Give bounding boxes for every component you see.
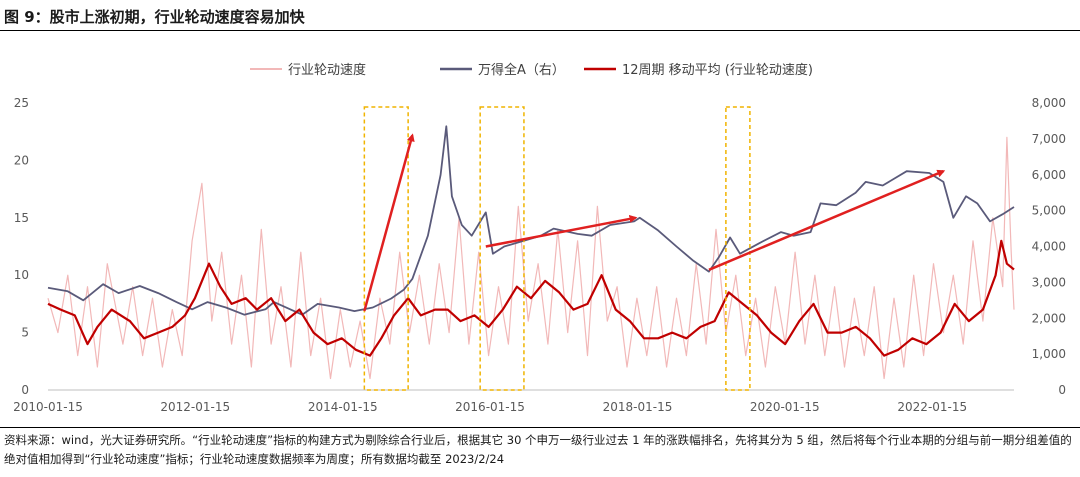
figure-title: 图 9：股市上涨初期，行业轮动速度容易加快 [4, 8, 305, 26]
x-tick-label: 2014-01-15 [308, 400, 378, 414]
y-right-tick-label: 8,000 [1032, 96, 1066, 110]
y-left-tick-label: 0 [21, 383, 29, 397]
highlight-box [363, 106, 409, 391]
legend-label-3: 12周期 移动平均 (行业轮动速度) [622, 62, 813, 78]
y-left-tick-label: 15 [14, 211, 29, 225]
x-tick-label: 2010-01-15 [13, 400, 83, 414]
y-right-tick-label: 0 [1058, 383, 1066, 397]
y-right-tick-label: 3,000 [1032, 275, 1066, 289]
x-tick-label: 2012-01-15 [160, 400, 230, 414]
x-tick-label: 2018-01-15 [603, 400, 673, 414]
y-right-tick-label: 2,000 [1032, 311, 1066, 325]
series-line-2 [47, 125, 1015, 316]
y-right-tick-label: 1,000 [1032, 347, 1066, 361]
legend-label-2: 万得全A（右） [478, 62, 565, 78]
y-right-tick-label: 7,000 [1032, 132, 1066, 146]
source-note: 资料来源：wind，光大证券研究所。“行业轮动速度”指标的构建方式为剔除综合行业… [4, 433, 1072, 466]
highlight-box [479, 106, 525, 391]
x-tick-label: 2022-01-15 [897, 400, 967, 414]
y-right-tick-label: 4,000 [1032, 240, 1066, 254]
trend-arrow [363, 133, 415, 312]
x-tick-label: 2016-01-15 [455, 400, 525, 414]
y-right-tick-label: 5,000 [1032, 204, 1066, 218]
trend-arrow [485, 215, 638, 248]
y-left-tick-label: 20 [14, 153, 29, 167]
y-left-tick-label: 25 [14, 96, 29, 110]
legend-label-1: 行业轮动速度 [288, 62, 366, 78]
y-left-tick-label: 5 [21, 326, 29, 340]
x-tick-label: 2020-01-15 [750, 400, 820, 414]
line-chart: 0 5 10 15 20 25 0 1,000 2,000 3,000 4,000 5,000 6,00… [13, 62, 1066, 414]
y-left-tick-label: 10 [14, 268, 29, 282]
series-line-1 [47, 136, 1015, 380]
series-line-3 [47, 239, 1015, 357]
note-divider [0, 427, 1080, 428]
highlight-box [725, 106, 751, 391]
title-divider [0, 30, 1080, 31]
y-right-tick-label: 6,000 [1032, 168, 1066, 182]
trend-arrow [708, 169, 946, 271]
